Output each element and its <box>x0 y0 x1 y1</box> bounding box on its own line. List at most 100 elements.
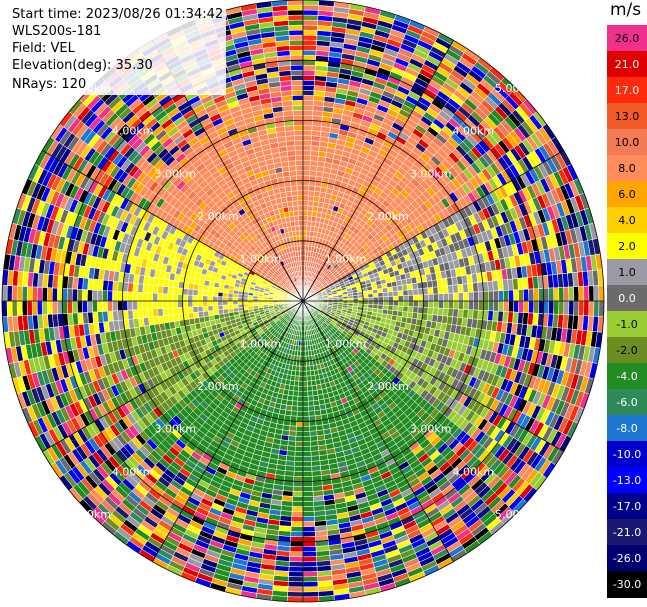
ray-gate <box>493 290 499 302</box>
ray-gate <box>302 420 310 427</box>
ray-gate <box>518 300 524 313</box>
ray-gate <box>302 526 316 533</box>
ray-gate <box>297 390 304 397</box>
ray-gate <box>422 294 429 302</box>
ray-gate <box>307 395 314 402</box>
ray-gate <box>593 285 600 302</box>
ray-gate <box>299 360 304 367</box>
ray-gate <box>302 400 309 407</box>
ray-gate <box>302 551 317 558</box>
ray-gate <box>302 90 315 96</box>
ray-gate <box>311 125 322 132</box>
ray-gate <box>503 289 509 302</box>
ray-gate <box>407 294 414 302</box>
ray-gate <box>508 300 514 313</box>
ray-gate <box>401 284 409 291</box>
ray-gate <box>543 300 550 315</box>
ray-gate <box>309 435 318 442</box>
ray-gate <box>302 451 312 457</box>
ray-gate <box>312 394 319 402</box>
ray-gate <box>307 210 313 217</box>
ray-gate <box>392 290 399 297</box>
ray-gate <box>467 309 474 320</box>
ray-gate <box>291 501 304 507</box>
ray-gate <box>377 296 384 302</box>
ray-gate <box>553 300 560 315</box>
ray-gate <box>298 370 304 377</box>
ray-gate <box>290 521 304 528</box>
ray-gate <box>362 293 369 299</box>
ray-gate <box>306 380 313 387</box>
ray-gate <box>558 287 565 302</box>
ray-gate <box>538 300 545 314</box>
ray-gate <box>302 14 319 21</box>
ray-gate <box>305 345 309 352</box>
ray-gate <box>302 576 318 583</box>
ray-gate <box>291 516 304 522</box>
ray-gate <box>305 355 310 362</box>
ray-gate <box>296 420 304 427</box>
ray-gate <box>294 456 304 462</box>
ray-gate <box>523 288 530 302</box>
ray-gate <box>543 287 550 302</box>
ray-gate <box>347 295 354 299</box>
ray-gate <box>412 288 419 296</box>
ray-gate <box>478 291 484 302</box>
ray-gate <box>402 306 409 313</box>
ray-gate <box>302 481 313 487</box>
ray-gate <box>289 541 304 548</box>
ray-gate <box>302 105 314 111</box>
ray-gate <box>372 296 379 302</box>
ray-gate <box>598 300 605 318</box>
ray-gate <box>286 596 304 603</box>
ray-gate <box>472 282 479 293</box>
ray-gate <box>302 34 318 41</box>
ray-gate <box>377 300 384 306</box>
ray-gate <box>292 390 299 397</box>
ray-gate <box>302 4 319 11</box>
ray-gate <box>302 586 319 593</box>
ray-gate <box>302 531 316 538</box>
ray-gate <box>302 476 313 482</box>
ray-gate <box>313 399 320 407</box>
ray-gate <box>407 289 414 296</box>
ray-gate <box>302 591 319 598</box>
ray-gate <box>397 295 404 302</box>
ray-gate <box>448 292 454 302</box>
ray-gate <box>288 561 304 568</box>
ray-gate <box>302 210 308 217</box>
ray-gate <box>513 300 519 313</box>
ray-gate <box>298 375 304 382</box>
ray-gate <box>302 511 315 517</box>
ray-gate <box>289 556 304 563</box>
ray-gate <box>284 465 295 472</box>
ray-gate <box>442 285 449 294</box>
ray-gate <box>568 286 575 302</box>
ray-gate <box>302 185 310 192</box>
ray-gate <box>357 294 364 299</box>
ray-gate <box>309 170 317 177</box>
ray-gate <box>302 220 308 227</box>
ray-gate <box>402 289 409 296</box>
ray-gate <box>493 300 499 312</box>
ray-gate <box>468 300 474 311</box>
ray-gate <box>498 290 504 302</box>
ray-gate <box>302 80 315 86</box>
ray-gate <box>453 300 459 310</box>
ray-gate <box>311 380 317 387</box>
ray-gate <box>443 293 449 302</box>
ray-gate <box>382 287 389 293</box>
ray-gate <box>291 511 304 517</box>
ray-gate <box>302 436 311 442</box>
ray-gate <box>453 292 459 302</box>
ray-gate <box>308 415 316 422</box>
ray-gate <box>433 293 439 302</box>
ray-gate <box>302 425 311 432</box>
ray-gate <box>309 160 318 167</box>
ray-gate <box>308 185 316 192</box>
ray-gate <box>457 283 464 294</box>
ray-gate <box>382 300 389 306</box>
ray-gate <box>412 294 419 302</box>
ray-gate <box>302 95 315 101</box>
